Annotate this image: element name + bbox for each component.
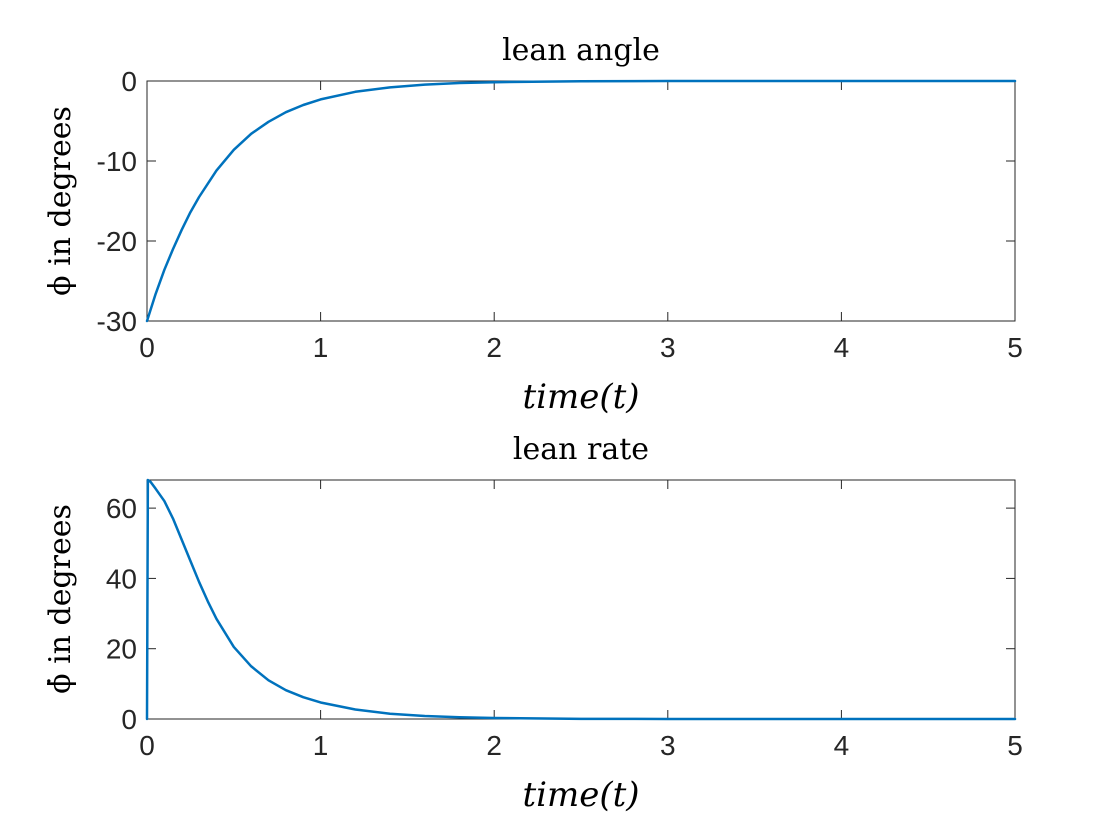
lean-rate-ytick-label: 20 bbox=[106, 634, 137, 665]
lean-rate-xtick-label: 0 bbox=[139, 730, 155, 761]
lean-rate-ylabel: ϕ̇ in degrees bbox=[43, 504, 78, 694]
lean-rate-ticks: 0 1 2 3 4 5 0 20 40 60 bbox=[106, 480, 1023, 761]
lean-rate-xtick-label: 2 bbox=[486, 730, 502, 761]
lean-angle-ticks: 0 1 2 3 4 5 0 -10 -20 -30 bbox=[97, 66, 1023, 363]
lean-rate-xtick-label: 4 bbox=[834, 730, 850, 761]
lean-rate-ytick-label: 40 bbox=[106, 563, 137, 594]
lean-angle-xlabel: time(t) bbox=[522, 377, 639, 417]
lean-rate-plot-area bbox=[146, 479, 1016, 720]
lean-angle-title: lean angle bbox=[502, 33, 660, 68]
lean-angle-ytick-label: -10 bbox=[97, 146, 137, 177]
lean-angle-xtick-label: 5 bbox=[1007, 332, 1023, 363]
lean-rate-ytick-label: 60 bbox=[106, 493, 137, 524]
lean-angle-xtick-label: 3 bbox=[660, 332, 676, 363]
lean-angle-series-line bbox=[145, 79, 1017, 323]
lean-angle-axes: 0 1 2 3 4 5 0 -10 -20 -30 lean angle time(t) ϕ in… bbox=[43, 33, 1023, 417]
lean-rate-xtick-label: 3 bbox=[660, 730, 676, 761]
lean-rate-ytick-label: 0 bbox=[121, 704, 137, 735]
lean-rate-axes: 0 1 2 3 4 5 0 20 40 60 lean rate time(t) ϕ̇ in de… bbox=[43, 432, 1023, 815]
lean-angle-ytick-label: -20 bbox=[97, 226, 137, 257]
lean-rate-xtick-label: 5 bbox=[1007, 730, 1023, 761]
lean-angle-series bbox=[145, 79, 1017, 323]
lean-angle-ytick-label: -30 bbox=[97, 306, 137, 337]
lean-rate-xtick-label: 1 bbox=[313, 730, 329, 761]
lean-rate-xlabel: time(t) bbox=[522, 775, 639, 815]
lean-angle-xtick-label: 0 bbox=[139, 332, 155, 363]
lean-rate-title: lean rate bbox=[513, 432, 649, 467]
lean-angle-xtick-label: 2 bbox=[486, 332, 502, 363]
lean-angle-ytick-label: 0 bbox=[121, 66, 137, 97]
lean-angle-xtick-label: 4 bbox=[834, 332, 850, 363]
lean-angle-xtick-label: 1 bbox=[313, 332, 329, 363]
lean-rate-series bbox=[145, 478, 1017, 721]
lean-angle-plot-area bbox=[146, 80, 1016, 322]
lean-rate-series-line bbox=[145, 478, 1017, 721]
lean-angle-ylabel: ϕ in degrees bbox=[43, 106, 78, 296]
